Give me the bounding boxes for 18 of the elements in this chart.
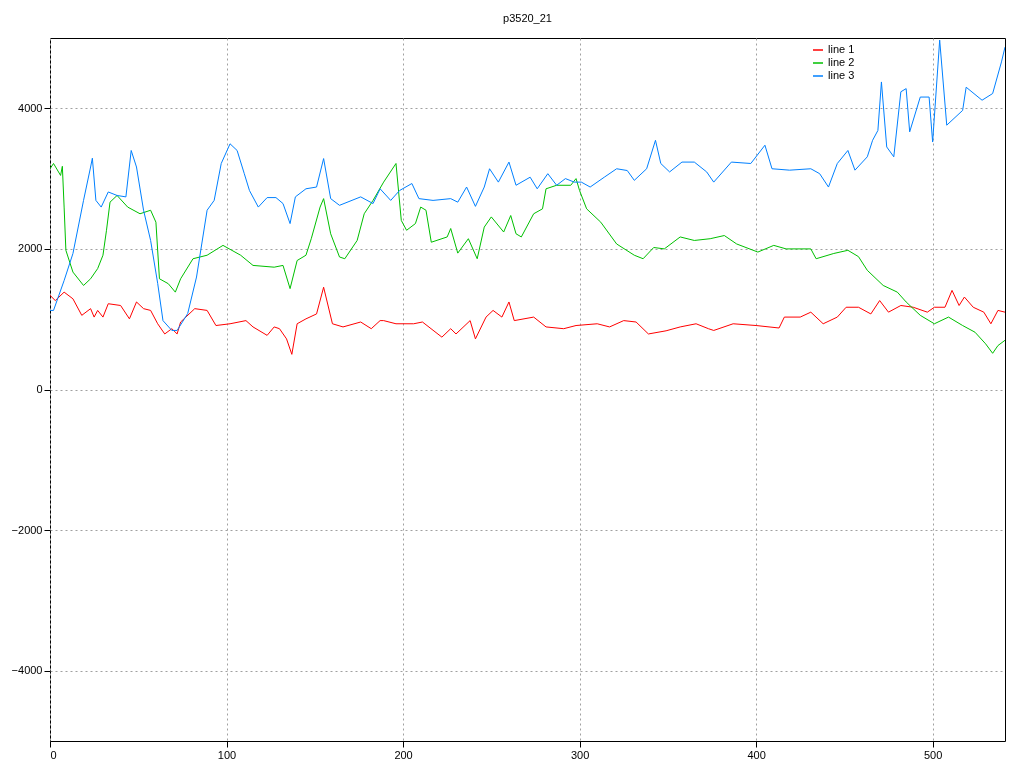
y-tick-label: −2000: [11, 523, 43, 536]
chart-title: p3520_21: [503, 12, 552, 24]
legend-label: line 1: [828, 43, 855, 55]
y-tick-label: −4000: [11, 664, 43, 677]
x-tick-label: 300: [570, 748, 590, 761]
y-tick-label: 2000: [18, 242, 43, 255]
x-tick-label: 500: [923, 748, 943, 761]
legend-label: line 3: [828, 69, 855, 81]
line-series: [50, 286, 1005, 355]
y-tick-label: 0: [36, 383, 43, 395]
y-tick-label: 4000: [18, 101, 43, 114]
x-tick-label: 200: [394, 748, 413, 761]
line-series: [50, 39, 1005, 331]
x-tick-label: 100: [217, 748, 237, 761]
x-tick-label: 400: [747, 748, 766, 761]
legend-label: line 2: [828, 56, 855, 68]
x-tick-label: 0: [50, 748, 57, 761]
line-series: [50, 162, 1005, 354]
